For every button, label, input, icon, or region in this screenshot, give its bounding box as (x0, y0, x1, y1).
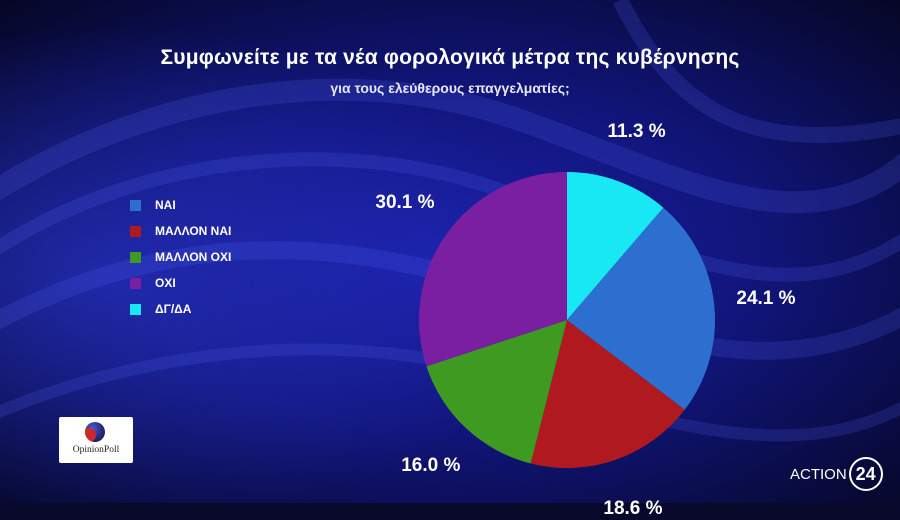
pie-slice (567, 207, 715, 410)
legend-swatch (130, 225, 141, 237)
slice-value-label: 24.1 % (736, 288, 796, 309)
legend-label: ΔΓ/ΔΑ (155, 302, 192, 316)
pie-chart (419, 172, 715, 468)
opinionpoll-logo-text: OpinionPoll (72, 445, 120, 455)
legend-label: ΟΧΙ (155, 276, 176, 290)
legend-item: ΜΑΛΛΟΝ ΝΑΙ (130, 218, 231, 244)
legend-item: ΜΑΛΛΟΝ ΟΧΙ (130, 244, 231, 270)
opinionpoll-logo-icon (85, 422, 105, 442)
slice-value-label: 11.3 % (607, 121, 666, 143)
pie-slice (419, 172, 567, 367)
chart-subtitle: για τους ελεύθερους επαγγελματίες; (330, 80, 570, 96)
chart-title: Συμφωνείτε με τα νέα φορολογικά μέτρα τη… (160, 46, 740, 69)
pie-slice (530, 320, 685, 468)
legend-swatch (130, 277, 141, 289)
slice-value-label: 16.0 % (401, 455, 461, 477)
action24-logo-text: ACTION (790, 465, 847, 483)
action24-logo-number: 24 (848, 457, 883, 491)
pie-slice (426, 320, 567, 464)
slice-value-label: 30.1 % (375, 191, 435, 213)
legend-swatch (130, 251, 141, 263)
legend-label: ΜΑΛΛΟΝ ΟΧΙ (155, 250, 232, 264)
opinionpoll-logo: OpinionPoll (59, 417, 133, 463)
pie-slice (567, 172, 664, 320)
legend-item: ΝΑΙ (130, 192, 231, 218)
action24-logo: ACTION 24 (790, 457, 883, 491)
legend-item: ΟΧΙ (130, 270, 231, 296)
legend-label: ΝΑΙ (155, 198, 176, 212)
legend-label: ΜΑΛΛΟΝ ΝΑΙ (155, 224, 232, 238)
legend: ΝΑΙ ΜΑΛΛΟΝ ΝΑΙ ΜΑΛΛΟΝ ΟΧΙ ΟΧΙ ΔΓ/ΔΑ (130, 192, 231, 322)
slice-value-label: 18.6 % (603, 497, 663, 519)
legend-swatch (130, 303, 141, 315)
legend-item: ΔΓ/ΔΑ (130, 296, 231, 322)
legend-swatch (130, 199, 141, 211)
